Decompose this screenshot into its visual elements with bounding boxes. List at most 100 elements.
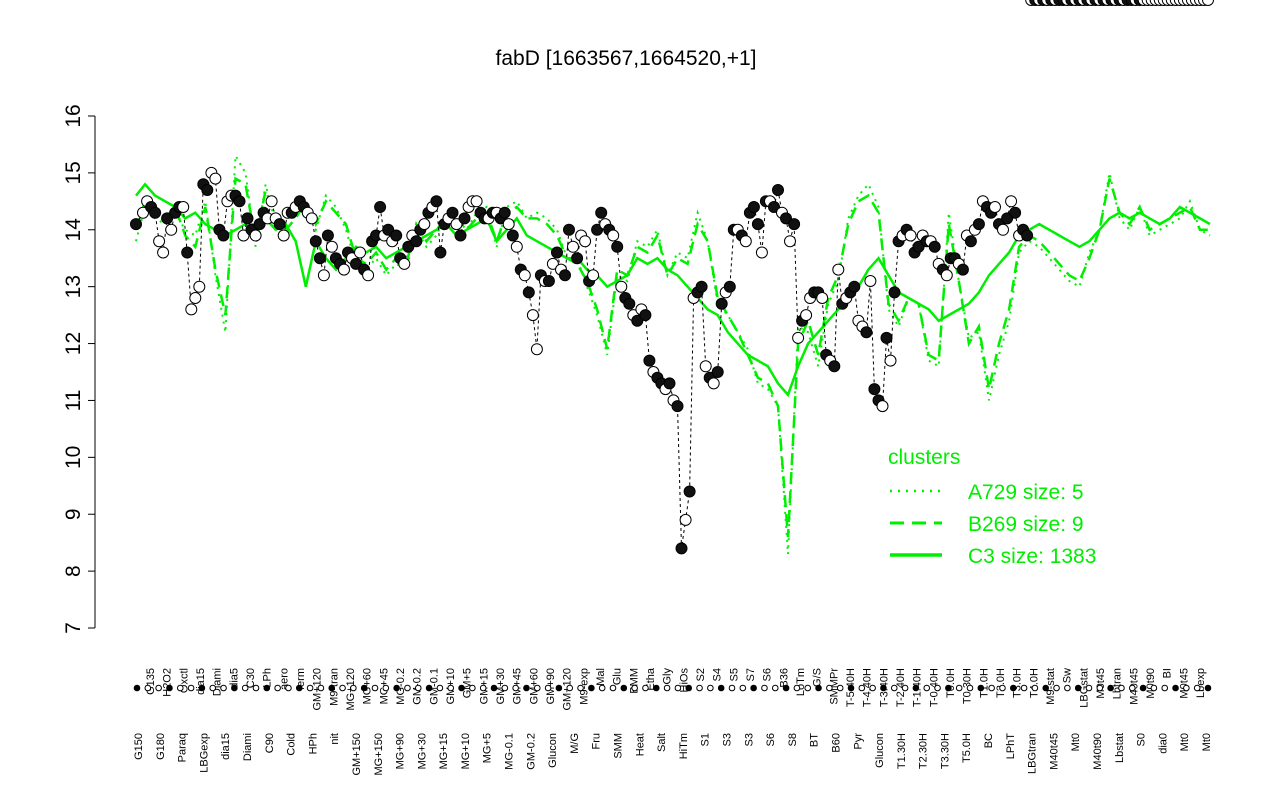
data-point [374, 201, 387, 213]
x-tick-marker [176, 684, 184, 692]
x-tick-label: T3.0H [1012, 668, 1024, 698]
data-point [571, 252, 584, 265]
data-point [956, 263, 969, 276]
x-tick-label: T4.0H [1028, 668, 1040, 698]
data-point [928, 240, 941, 253]
data-point [755, 246, 768, 259]
data-point [233, 195, 246, 208]
x-tick-marker [512, 684, 519, 692]
x-tick-marker [707, 684, 714, 692]
x-tick-marker [588, 684, 595, 692]
x-tick-marker [869, 684, 876, 692]
x-tick-marker [1085, 684, 1093, 692]
x-tick-label: SMMPr [828, 668, 840, 705]
data-points [130, 0, 1214, 555]
x-tick-marker [231, 684, 238, 692]
x-tick-label: Mal [595, 668, 607, 686]
legend-label-c3: C3 size: 1383 [968, 545, 1096, 568]
x-tick-marker [285, 684, 292, 692]
x-tick-label: H2O2 [162, 668, 174, 697]
x-tick-label: MG+5 [482, 733, 494, 763]
x-tick-marker [382, 684, 390, 692]
data-point [217, 229, 230, 242]
x-tick-marker [955, 684, 963, 692]
x-tick-marker [858, 684, 866, 692]
data-point [157, 246, 170, 259]
data-point [249, 229, 262, 242]
data-point [1202, 0, 1214, 6]
data-point [880, 331, 893, 344]
data-point [1021, 229, 1034, 242]
y-tick-label: 7 [62, 622, 85, 634]
x-tick-label: S7 [745, 668, 757, 681]
data-point [964, 235, 977, 248]
x-tick-label: LBGtran [1027, 733, 1039, 774]
x-tick-label: M9-exp [578, 668, 590, 705]
x-tick-label: Cold [286, 733, 298, 756]
x-tick-marker [1107, 684, 1114, 692]
data-point [792, 331, 805, 344]
x-tick-label: Etha [645, 667, 657, 691]
x-tick-marker [847, 684, 855, 692]
data-point [430, 195, 443, 208]
data-point [567, 240, 579, 253]
data-point [382, 223, 395, 236]
x-tick-label: S1 [700, 733, 712, 746]
x-tick-label: M/G [569, 733, 581, 754]
x-tick-marker [750, 684, 757, 692]
x-tick-label: Fru [591, 733, 603, 750]
x-tick-label: GM+30 [495, 668, 507, 704]
x-tick-label: G180 [155, 733, 167, 760]
x-tick-label: S4 [712, 668, 724, 681]
x-tick-marker [544, 684, 552, 692]
data-point [563, 223, 575, 236]
x-tick-marker [945, 684, 952, 692]
data-point [498, 206, 511, 219]
x-tick-marker [771, 684, 779, 692]
x-tick-marker [1172, 684, 1179, 692]
data-point [241, 212, 254, 225]
data-point [768, 201, 780, 213]
data-point [699, 360, 712, 373]
x-tick-marker [490, 684, 498, 692]
data-point [587, 269, 600, 282]
data-point [237, 229, 250, 242]
data-point [321, 229, 334, 242]
data-point [165, 223, 178, 236]
x-tick-label: Gly [662, 668, 674, 685]
x-tick-label: MG+10 [460, 733, 472, 769]
x-tick-label: Diami [212, 668, 224, 696]
x-tick-marker [1161, 684, 1169, 692]
data-point [149, 206, 162, 219]
data-point [739, 235, 752, 248]
x-tick-marker [371, 684, 379, 692]
x-tick-label: MG+15 [438, 733, 450, 769]
data-point [643, 354, 656, 367]
data-point [253, 218, 266, 231]
x-tick-marker [1074, 684, 1082, 692]
data-point [671, 400, 684, 413]
data-point [390, 229, 403, 242]
data-point [551, 246, 563, 259]
x-tick-marker [728, 684, 736, 692]
x-tick-label: Pyr [852, 733, 864, 750]
x-tick-label: BC [983, 733, 995, 748]
x-tick-label: BI [1162, 668, 1174, 678]
data-point [683, 485, 696, 498]
data-point [559, 269, 571, 282]
data-point [209, 172, 222, 185]
x-tick-marker [479, 684, 487, 692]
x-tick-label: M40t45 [1048, 733, 1060, 770]
data-point [707, 377, 720, 390]
x-tick-marker [663, 684, 671, 692]
x-tick-marker [739, 684, 747, 692]
x-tick-label: GM+90 [545, 668, 557, 704]
x-tick-label: Lbstat [1114, 733, 1126, 763]
x-tick-marker [1020, 684, 1028, 692]
data-point [611, 240, 624, 253]
x-tick-label: nit [329, 733, 341, 745]
data-point [325, 240, 338, 253]
x-tick-marker [717, 684, 725, 692]
data-point [542, 275, 555, 287]
